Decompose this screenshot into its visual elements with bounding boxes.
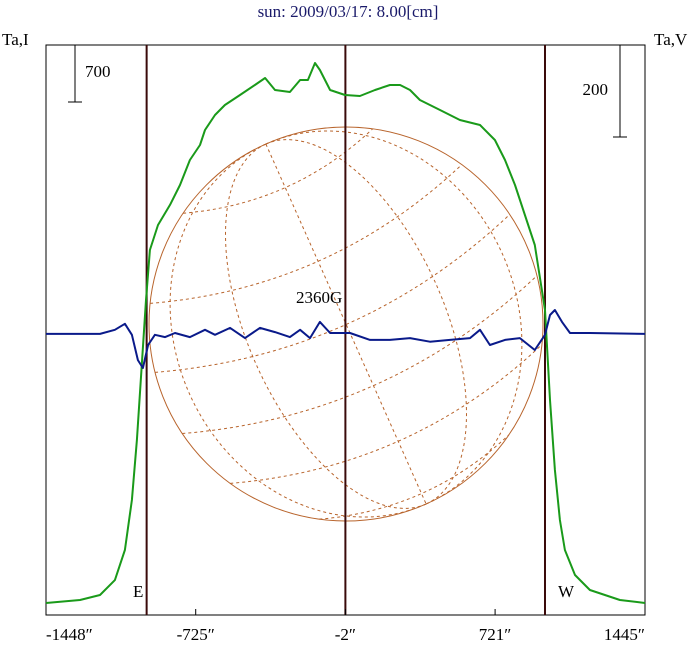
y-axis-label: Ta,I xyxy=(2,30,29,49)
y2-axis-label: Ta,V xyxy=(654,30,688,49)
data-line xyxy=(45,62,646,604)
x-tick-label: -2″ xyxy=(335,625,356,644)
chart-title: sun: 2009/03/17: 8.00[cm] xyxy=(258,2,439,21)
field-label: 2360G xyxy=(296,288,342,307)
globe-parallel xyxy=(150,164,463,304)
scale-label: 200 xyxy=(583,80,609,99)
x-tick-label: 721″ xyxy=(479,625,512,644)
globe-meridian xyxy=(265,130,523,505)
globe-parallel xyxy=(183,128,374,214)
globe-parallel xyxy=(230,344,543,484)
x-tick-label: -725″ xyxy=(177,625,215,644)
east-label: E xyxy=(133,582,143,601)
globe-meridian xyxy=(169,143,427,518)
globe-parallel xyxy=(182,275,538,435)
west-label: W xyxy=(558,582,575,601)
x-tick-label: 1445″ xyxy=(604,625,645,644)
data-line xyxy=(46,309,646,369)
x-tick-label: -1448″ xyxy=(46,625,93,644)
scale-label: 700 xyxy=(85,62,111,81)
